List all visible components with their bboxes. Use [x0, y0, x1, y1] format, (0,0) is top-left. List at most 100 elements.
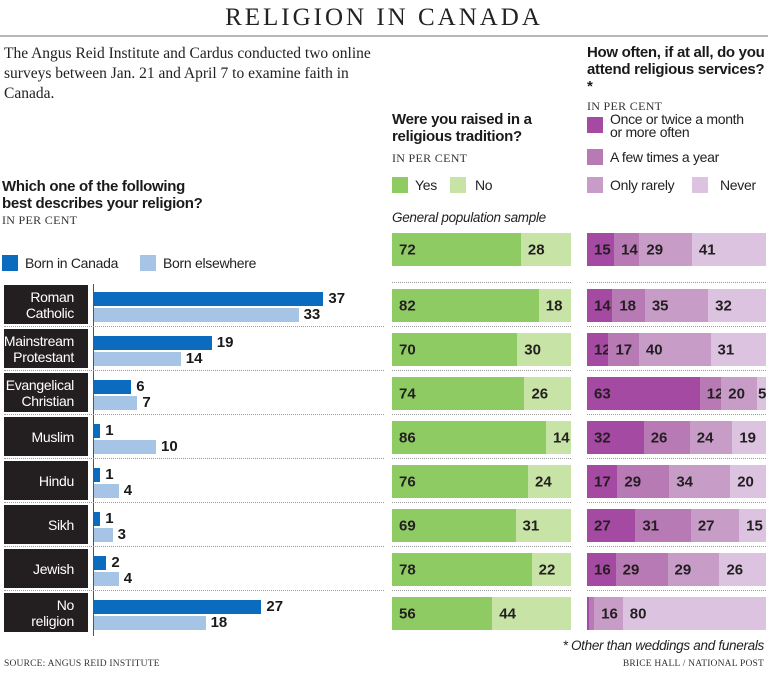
- category-label: No religion: [4, 593, 88, 632]
- bar-value-label: 37: [328, 290, 346, 307]
- raised-segment: [515, 509, 571, 542]
- row-separator-left: [4, 414, 384, 415]
- attend-value: 27: [697, 517, 715, 534]
- attend-segment: [608, 333, 639, 366]
- bar-value-label: 18: [210, 614, 228, 631]
- attend-value: 20: [728, 385, 745, 402]
- legend-no: No: [450, 177, 493, 193]
- category-label: Hindu: [4, 461, 88, 500]
- bar-born-elsewhere: [94, 308, 299, 322]
- attend-segment: [612, 289, 645, 322]
- bar-born-canada: [94, 292, 324, 306]
- religion-question-line2: best describes your religion?: [2, 195, 203, 212]
- row-separator-attend: [587, 546, 766, 547]
- category-label-line: Evangelical: [5, 376, 75, 393]
- raised-segment: [392, 333, 518, 366]
- legend-born-canada: Born in Canada: [2, 255, 118, 271]
- bar-born-elsewhere: [94, 528, 113, 542]
- row-separator-left: [4, 546, 384, 547]
- row-separator-raised: [392, 502, 571, 503]
- row-separator-attend: [587, 370, 766, 371]
- attend-segment: [587, 233, 615, 266]
- row-separator-raised: [392, 282, 571, 283]
- attend-row: 32 26 24 19: [587, 421, 766, 454]
- category-label: Muslim: [4, 417, 88, 456]
- attend-value: 27: [594, 517, 611, 534]
- bar-value-label: 2: [111, 554, 120, 571]
- attend-segment: [594, 597, 623, 630]
- raised-value: 72: [399, 241, 416, 258]
- bar-born-canada: [94, 556, 107, 570]
- attend-value: 31: [717, 341, 735, 358]
- attend-segment: [587, 509, 636, 542]
- raised-row: 74 26: [392, 377, 571, 410]
- attend-segment: [667, 553, 720, 586]
- attend-segment: [719, 553, 766, 586]
- category-label-text: Roman Catholic: [26, 289, 74, 321]
- bar-born-canada: [94, 468, 101, 482]
- raised-row: 70 30: [392, 333, 571, 366]
- attend-segment: [708, 289, 766, 322]
- category-label-line: Hindu: [38, 472, 74, 489]
- raised-value: 31: [522, 517, 540, 534]
- category-label-text: Mainstream Protestant: [4, 333, 74, 365]
- legend-attend-monthly: Once or twice a month or more often: [587, 111, 744, 140]
- category-label: Jewish: [4, 549, 88, 588]
- attend-segment: [587, 553, 616, 586]
- raised-segment: [392, 421, 546, 454]
- bar-value-label: 1: [105, 466, 114, 483]
- attend-value: 16: [594, 561, 611, 578]
- attend-segment: [644, 289, 709, 322]
- raised-value: 69: [399, 517, 416, 534]
- row-separator-attend: [587, 458, 766, 459]
- raised-value: 70: [399, 341, 416, 358]
- raised-value: 18: [545, 297, 563, 314]
- bar-born-canada: [94, 380, 132, 394]
- legend-swatch-yearly: [587, 149, 603, 165]
- row-separator-left: [4, 326, 384, 327]
- raised-value: 56: [399, 605, 416, 622]
- attend-value: 12: [594, 341, 611, 358]
- category-label-line: Christian: [21, 392, 74, 409]
- legend-swatch-born-elsewhere: [140, 255, 156, 271]
- attend-segment: [639, 233, 692, 266]
- category-label-line: Catholic: [25, 304, 74, 321]
- raised-segment: [392, 553, 532, 586]
- legend-swatch-yes: [392, 177, 408, 193]
- row-separator-attend: [587, 590, 766, 591]
- raised-segment: [392, 465, 529, 498]
- attend-segment: [757, 377, 766, 410]
- category-label-text: No religion: [31, 597, 74, 629]
- category-label-text: Muslim: [31, 429, 74, 445]
- infographic-title: RELIGION IN CANADA: [225, 4, 543, 31]
- raised-value: 82: [399, 297, 416, 314]
- category-label-line: religion: [31, 612, 74, 629]
- attend-row: 16 29 29 26: [587, 553, 766, 586]
- category-label-line: Jewish: [33, 560, 74, 577]
- category-label-text: Jewish: [33, 561, 74, 577]
- raised-segment: [392, 233, 521, 266]
- legend-label-yes: Yes: [415, 177, 437, 193]
- row-separator-raised: [392, 590, 571, 591]
- raised-value: 76: [399, 473, 416, 490]
- raised-row: 78 22: [392, 553, 571, 586]
- legend-attend-rarely: Only rarely: [587, 177, 675, 193]
- legend-label-no: No: [475, 177, 493, 193]
- raised-segment: [531, 553, 571, 586]
- legend-label-monthly-2: or more often: [610, 124, 690, 140]
- legend-swatch-monthly: [587, 117, 603, 133]
- general-population-label: General population sample: [392, 210, 546, 225]
- attend-row: 17 29 34 20: [587, 465, 766, 498]
- legend-label-monthly-1: Once or twice a month: [610, 111, 744, 127]
- attend-segment: [699, 377, 722, 410]
- raised-row: 72 28: [392, 233, 571, 266]
- attend-segment: [587, 377, 700, 410]
- author-credit: BRICE HALL / NATIONAL POST: [622, 659, 764, 669]
- bar-value-label: 1: [105, 510, 114, 527]
- category-label-text: Hindu: [39, 473, 74, 489]
- legend-attend-yearly: A few times a year: [587, 149, 719, 165]
- row-separator-raised: [392, 370, 571, 371]
- bar-born-canada: [94, 336, 212, 350]
- attend-segment: [617, 465, 670, 498]
- bar-value-label: 27: [266, 598, 284, 615]
